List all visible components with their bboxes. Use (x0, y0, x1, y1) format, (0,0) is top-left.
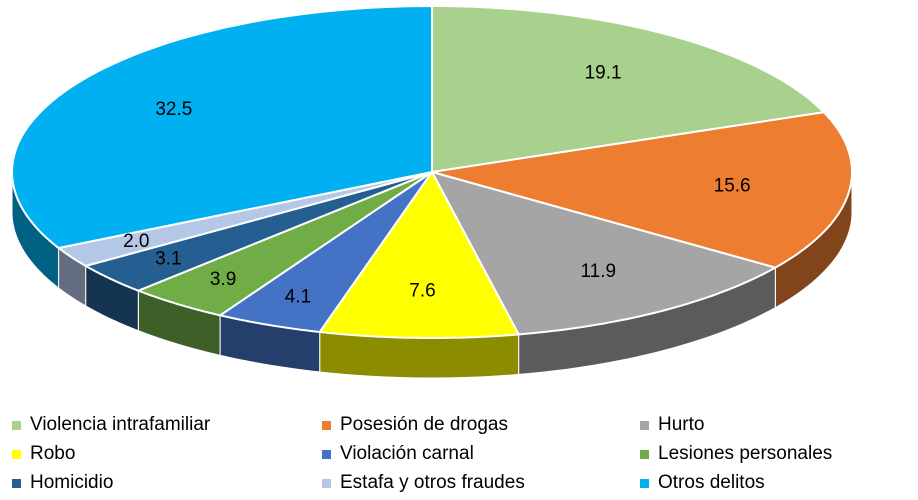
legend-swatch (640, 479, 649, 488)
slice (83, 171, 433, 292)
slice (317, 170, 521, 339)
legend-label: Robo (30, 443, 75, 464)
legend-swatch (640, 421, 649, 430)
data-label: 15.6 (714, 176, 751, 197)
data-label: 4.1 (285, 286, 311, 307)
slice (431, 111, 853, 269)
legend-swatch (640, 450, 649, 459)
legend-label: Posesión de drogas (340, 414, 508, 435)
legend-label: Violación carnal (340, 443, 474, 464)
legend-swatch (322, 450, 331, 459)
data-label: 3.1 (155, 249, 181, 270)
data-label: 2.0 (123, 231, 149, 252)
legend-swatch (12, 450, 21, 459)
legend-swatch (12, 421, 21, 430)
slice (135, 171, 433, 317)
legend-label: Homicidio (30, 472, 113, 493)
legend-label: Otros delitos (658, 472, 765, 493)
slice (56, 171, 433, 267)
legend-label: Estafa y otros fraudes (340, 472, 525, 493)
legend-label: Violencia intrafamiliar (30, 414, 211, 435)
data-label: 32.5 (155, 99, 192, 120)
slice (217, 171, 433, 334)
legend-swatch (322, 421, 331, 430)
data-label: 3.9 (210, 269, 236, 290)
legend-swatch (12, 479, 21, 488)
slice (10, 4, 433, 250)
data-label: 19.1 (585, 62, 622, 83)
slice (430, 170, 778, 336)
slice (431, 5, 826, 174)
legend-label: Lesiones personales (658, 443, 832, 464)
data-label: 11.9 (581, 261, 617, 282)
legend-label: Hurto (658, 414, 704, 435)
legend-swatch (322, 479, 331, 488)
data-label: 7.6 (409, 280, 435, 301)
